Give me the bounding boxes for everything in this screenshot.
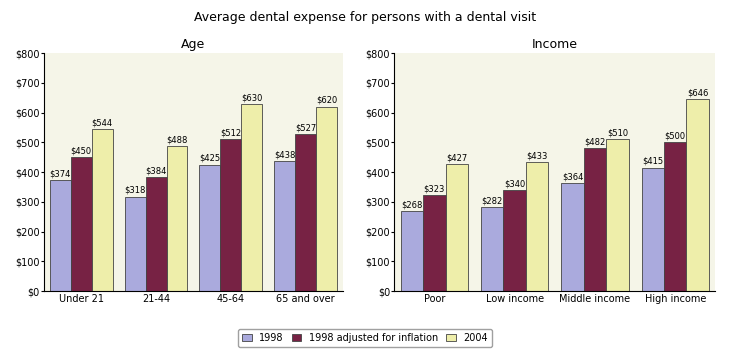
Text: $415: $415	[642, 157, 664, 166]
Text: $510: $510	[607, 129, 628, 138]
Bar	[686, 99, 709, 291]
Text: $512: $512	[220, 128, 242, 137]
Bar	[445, 164, 468, 291]
Text: $646: $646	[687, 88, 708, 97]
Text: $527: $527	[295, 124, 316, 133]
Bar	[504, 190, 526, 291]
Text: $433: $433	[526, 152, 548, 160]
Text: $374: $374	[50, 169, 71, 178]
Bar	[526, 162, 548, 291]
Text: $544: $544	[91, 119, 112, 127]
Bar	[242, 104, 262, 291]
Text: $268: $268	[402, 201, 423, 210]
Bar	[199, 165, 220, 291]
Bar	[166, 146, 188, 291]
Bar	[664, 142, 686, 291]
Bar	[642, 168, 664, 291]
Text: $630: $630	[241, 93, 263, 102]
Text: $340: $340	[504, 179, 526, 188]
Text: $450: $450	[71, 147, 92, 155]
Bar	[50, 180, 71, 291]
Title: Income: Income	[531, 38, 578, 51]
Text: $318: $318	[124, 186, 146, 195]
Bar	[145, 177, 166, 291]
Bar	[316, 107, 337, 291]
Text: $384: $384	[145, 166, 166, 175]
Text: $323: $323	[423, 184, 445, 193]
Bar	[606, 140, 629, 291]
Bar	[401, 212, 423, 291]
Text: $438: $438	[274, 150, 296, 159]
Text: $482: $482	[584, 137, 606, 146]
Legend: 1998, 1998 adjusted for inflation, 2004: 1998, 1998 adjusted for inflation, 2004	[238, 329, 492, 346]
Bar	[561, 183, 584, 291]
Bar	[125, 197, 145, 291]
Bar	[481, 207, 504, 291]
Title: Age: Age	[181, 38, 206, 51]
Text: $364: $364	[562, 172, 583, 181]
Text: $488: $488	[166, 135, 188, 144]
Bar	[584, 148, 606, 291]
Text: $425: $425	[199, 154, 220, 163]
Bar	[423, 195, 445, 291]
Bar	[71, 157, 92, 291]
Bar	[295, 135, 316, 291]
Text: $500: $500	[665, 132, 685, 141]
Text: $282: $282	[482, 196, 503, 206]
Bar	[220, 139, 242, 291]
Text: Average dental expense for persons with a dental visit: Average dental expense for persons with …	[194, 11, 536, 24]
Bar	[274, 161, 295, 291]
Text: $427: $427	[446, 153, 467, 162]
Bar	[92, 129, 112, 291]
Text: $620: $620	[316, 96, 337, 105]
